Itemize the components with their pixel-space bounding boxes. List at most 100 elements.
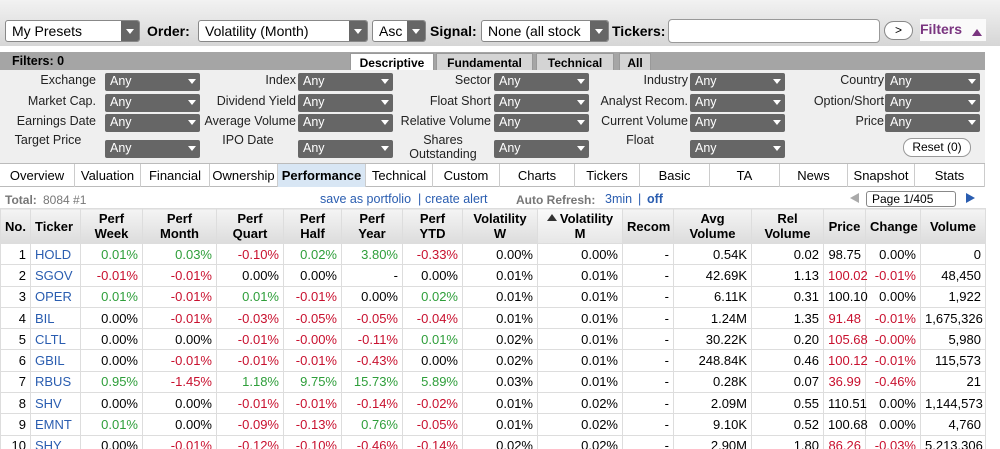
table-cell: 91.48	[823, 306, 866, 330]
prev-page[interactable]	[850, 193, 859, 203]
preset-select[interactable]: My Presets	[5, 20, 140, 42]
table-cell: -0.01%	[283, 349, 342, 372]
filter-select[interactable]: Any	[105, 72, 200, 91]
table-cell[interactable]: HOLD	[30, 242, 81, 266]
filter-select[interactable]: Any	[105, 93, 200, 112]
column-header[interactable]: Avg Volume	[673, 208, 752, 244]
table-row[interactable]: 6 GBIL 0.00% -0.01% -0.01% -0.01% -0.43% 0.00% 0…	[0, 349, 986, 372]
table-cell: -0.04%	[402, 306, 463, 330]
table-cell[interactable]: OPER	[30, 285, 81, 308]
filter-select[interactable]: Any	[298, 72, 393, 91]
view-tab[interactable]: Financial	[141, 164, 210, 187]
column-header[interactable]: No.	[0, 208, 31, 244]
filter-select[interactable]: Any	[298, 113, 393, 132]
column-header[interactable]: Rel Volume	[751, 208, 824, 244]
table-cell: 0.01%	[462, 413, 538, 436]
column-header[interactable]: Change	[865, 208, 921, 244]
refresh-link[interactable]: 3min	[605, 192, 633, 206]
filter-tab[interactable]: Fundamental	[436, 53, 533, 70]
filter-tab[interactable]: Technical	[536, 53, 614, 70]
filter-select[interactable]: Any	[885, 93, 980, 112]
filter-select[interactable]: Any	[690, 139, 785, 158]
filter-select[interactable]: Any	[298, 93, 393, 112]
table-row[interactable]: 4 BIL 0.00% -0.01% -0.03% -0.05% -0.05% -0.04% 0…	[0, 306, 986, 330]
column-header[interactable]: Volatility M	[537, 208, 623, 244]
off-link[interactable]: off	[647, 192, 663, 206]
filter-select[interactable]: Any	[105, 113, 200, 132]
view-tab[interactable]: News	[780, 164, 848, 187]
table-row[interactable]: 7 RBUS 0.95% -1.45% 1.18% 9.75% 15.73% 5.89% 0.0…	[0, 370, 986, 394]
table-cell[interactable]: SHV	[30, 392, 81, 415]
table-cell[interactable]: EMNT	[30, 413, 81, 436]
view-tab[interactable]: Performance	[278, 164, 366, 187]
view-tab[interactable]: Tickers	[575, 164, 640, 187]
filter-select[interactable]: Any	[690, 72, 785, 91]
column-header[interactable]: Perf Month	[142, 208, 217, 244]
view-tab[interactable]: TA	[710, 164, 780, 187]
page-select[interactable]: Page 1/405	[866, 191, 956, 207]
next-page[interactable]	[966, 193, 975, 203]
table-cell[interactable]: GBIL	[30, 349, 81, 372]
column-header[interactable]: Perf Week	[80, 208, 143, 244]
filters-toggle[interactable]: Filters	[920, 19, 986, 41]
column-header[interactable]: Price	[823, 208, 866, 244]
signal-select[interactable]: None (all stock	[481, 20, 609, 42]
filter-select[interactable]: Any	[298, 139, 393, 158]
filter-select[interactable]: Any	[494, 72, 589, 91]
filter-select[interactable]: Any	[885, 113, 980, 132]
table-row[interactable]: 9 EMNT 0.01% 0.00% -0.09% -0.13% 0.76% -0.05% 0.…	[0, 413, 986, 436]
column-header[interactable]: Recom	[622, 208, 674, 244]
view-tab[interactable]: Stats	[915, 164, 985, 187]
column-header[interactable]: Ticker	[30, 208, 81, 244]
order-select[interactable]: Volatility (Month)	[198, 20, 368, 42]
filter-select[interactable]: Any	[494, 139, 589, 158]
table-cell[interactable]: RBUS	[30, 370, 81, 394]
filter-select[interactable]: Any	[885, 72, 980, 91]
view-tab[interactable]: Snapshot	[848, 164, 915, 187]
filter-select[interactable]: Any	[105, 139, 200, 158]
table-cell: 0.31	[751, 285, 824, 308]
table-row[interactable]: 10 SHY 0.00% -0.01% -0.12% -0.10% -0.46% -0.14%…	[0, 434, 986, 449]
column-header[interactable]: Perf Quart	[216, 208, 284, 244]
tickers-input[interactable]	[668, 19, 880, 43]
alert-link[interactable]: create alert	[425, 192, 488, 206]
table-row[interactable]: 3 OPER 0.01% -0.01% 0.01% -0.01% 0.00% 0.02% 0.0…	[0, 285, 986, 308]
view-tab[interactable]: Ownership	[210, 164, 278, 187]
view-tab[interactable]: Overview	[0, 164, 75, 187]
reset-button[interactable]: Reset (0)	[903, 138, 971, 157]
filter-tab[interactable]: Descriptive	[350, 53, 434, 70]
go-button[interactable]: >	[884, 21, 913, 40]
table-cell[interactable]: SGOV	[30, 264, 81, 287]
column-header[interactable]: Volatility W	[462, 208, 538, 244]
column-header[interactable]: Perf Year	[341, 208, 403, 244]
table-cell[interactable]: SHY	[30, 434, 81, 449]
column-header[interactable]: Volume	[920, 208, 986, 244]
direction-select[interactable]: Asc	[372, 20, 426, 42]
table-row[interactable]: 2 SGOV -0.01% -0.01% 0.00% 0.00% -0.00% 0.01% 0.…	[0, 264, 986, 287]
view-tab[interactable]: Valuation	[75, 164, 141, 187]
filter-select[interactable]: Any	[494, 113, 589, 132]
filter-select[interactable]: Any	[690, 93, 785, 112]
filter-label: Industry	[643, 73, 688, 87]
table-row[interactable]: 1 HOLD 0.01% 0.03% -0.10% 0.02% 3.80% -0.33% 0.0…	[0, 242, 986, 266]
table-cell: 0.00%	[865, 242, 921, 266]
filter-select[interactable]: Any	[690, 113, 785, 132]
view-tab[interactable]: Custom	[433, 164, 500, 187]
column-header[interactable]: Perf YTD	[402, 208, 463, 244]
table-cell: 0.02%	[462, 434, 538, 449]
table-cell[interactable]: BIL	[30, 306, 81, 330]
filter-select[interactable]: Any	[494, 93, 589, 112]
column-header[interactable]: Perf Half	[283, 208, 342, 244]
save-link[interactable]: save as portfolio	[320, 192, 412, 206]
table-cell: 9.75%	[283, 370, 342, 394]
filter-tab[interactable]: All	[619, 53, 651, 70]
table-cell: 0.00%	[341, 285, 403, 308]
table-row[interactable]: 8 SHV 0.00% 0.00% -0.01% -0.01% -0.14% -0.02% 0.…	[0, 392, 986, 415]
view-tab[interactable]: Technical	[366, 164, 433, 187]
table-cell[interactable]: CLTL	[30, 328, 81, 351]
table-row[interactable]: 5 CLTL 0.00% 0.00% -0.01% -0.00% -0.11% 0.01% 0.…	[0, 328, 986, 351]
table-cell: -0.01%	[865, 306, 921, 330]
view-tab[interactable]: Basic	[640, 164, 710, 187]
table-cell: 36.99	[823, 370, 866, 394]
view-tab[interactable]: Charts	[500, 164, 575, 187]
